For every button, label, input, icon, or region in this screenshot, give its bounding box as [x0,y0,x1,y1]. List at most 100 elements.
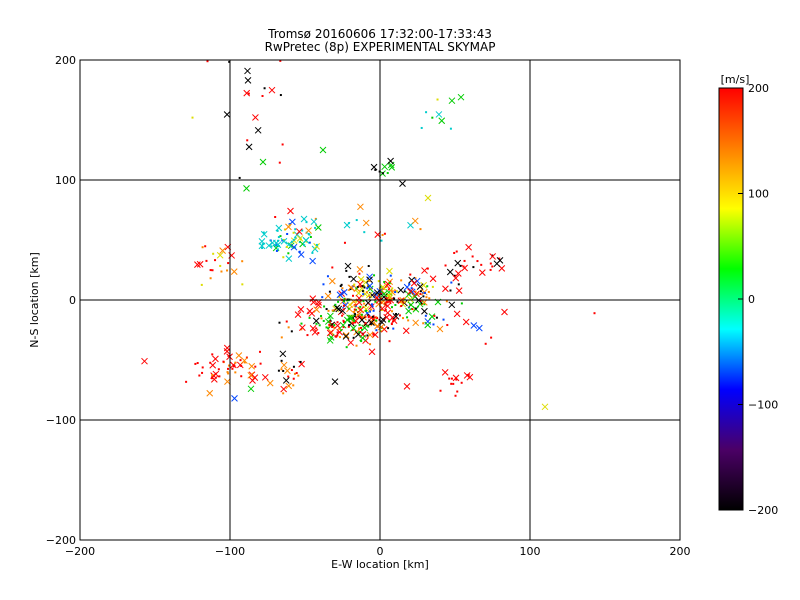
data-point-x [397,286,405,294]
data-point-x [350,275,357,283]
data-point-x [287,207,294,215]
data-point-dot [308,316,311,319]
grid-lines [80,60,680,540]
data-point-dot [209,269,212,272]
data-point-dot [279,235,282,238]
data-point-dot [453,274,456,277]
data-point-x [429,275,437,283]
data-point-x [368,319,375,326]
data-point-dot [379,330,382,333]
data-point-dot [290,369,293,372]
data-point-x [356,266,364,273]
data-point-dot [285,245,288,248]
data-point-dot [446,324,449,327]
data-point-x [289,218,296,226]
data-point-dot [370,308,373,311]
data-point-dot [336,334,339,337]
data-point-x [268,86,276,94]
data-point-dot [361,290,364,293]
data-point-dot [363,302,366,305]
y-tick-label: 200 [55,54,76,67]
data-point-dot [290,240,293,243]
data-point-dot [390,292,393,295]
data-point-x [280,237,288,245]
data-point-dot [395,312,398,315]
data-point-x [388,164,396,171]
data-point-x [436,325,444,333]
colorbar-tick-label: −200 [748,504,778,517]
data-point-dot [326,275,329,278]
data-point-dot [262,231,265,234]
data-point-dot [246,139,249,142]
data-point-dot [338,327,341,330]
data-point-dot [299,360,302,363]
data-point-dot [356,286,359,289]
data-point-dot [227,262,230,265]
data-point-dot [322,283,325,286]
data-point-dot [290,330,293,333]
data-point-x [421,267,428,274]
data-point-dot [449,127,452,130]
data-point-dot [388,340,391,343]
data-point-dot [369,343,372,346]
data-point-x [448,97,456,105]
data-point-x [282,377,290,384]
data-point-dot [300,238,303,241]
data-point-dot [338,296,341,299]
data-point-x [326,329,334,337]
data-point-dot [325,326,328,329]
data-point-dot [355,287,358,290]
data-point-x [334,322,341,329]
data-point-dot [411,308,414,311]
data-point-dot [424,314,427,317]
data-point-x [387,157,394,165]
data-point-dot [390,323,393,326]
data-point-x [452,374,460,382]
data-point-dot [307,232,310,235]
data-point-x [342,331,350,339]
data-point-x [319,146,327,154]
data-point-dot [387,327,390,330]
data-point-x [254,126,262,134]
data-point-dot [241,260,244,263]
data-point-dot [185,380,188,383]
data-point-dot [343,241,346,244]
data-point-dot [359,326,362,329]
data-point-dot [422,322,425,325]
x-tick-label: −100 [215,545,245,558]
data-point-x [259,158,267,166]
data-point-dot [384,308,387,311]
data-point-dot [385,285,388,288]
data-point-dot [301,229,304,232]
data-point-x [413,277,421,285]
data-point-dot [282,369,285,372]
data-point-dot [351,317,354,320]
data-point-dot [358,327,361,330]
data-point-dot [240,365,243,368]
data-point-x [411,217,419,225]
data-point-dot [373,316,376,319]
data-point-x [311,328,319,336]
data-point-dot [403,290,406,293]
data-point-dot [380,292,383,295]
data-point-x [362,305,370,313]
data-point-dot [426,285,429,288]
data-point-x [244,77,252,84]
data-point-dot [355,308,358,311]
data-point-dot [334,303,337,306]
data-point-x [310,218,318,226]
data-point-x [230,268,238,275]
data-point-dot [419,300,422,303]
data-point-dot [431,285,434,288]
data-point-x [408,276,416,284]
data-point-x [247,385,255,393]
data-point-dot [439,389,442,392]
data-point-dot [398,314,401,317]
data-point-x [342,333,350,340]
data-point-x [403,383,411,390]
data-point-x [279,350,287,358]
data-point-dot [410,287,413,290]
data-point-dot [367,325,370,328]
data-point-dot [292,377,295,380]
data-point-x [368,348,376,356]
